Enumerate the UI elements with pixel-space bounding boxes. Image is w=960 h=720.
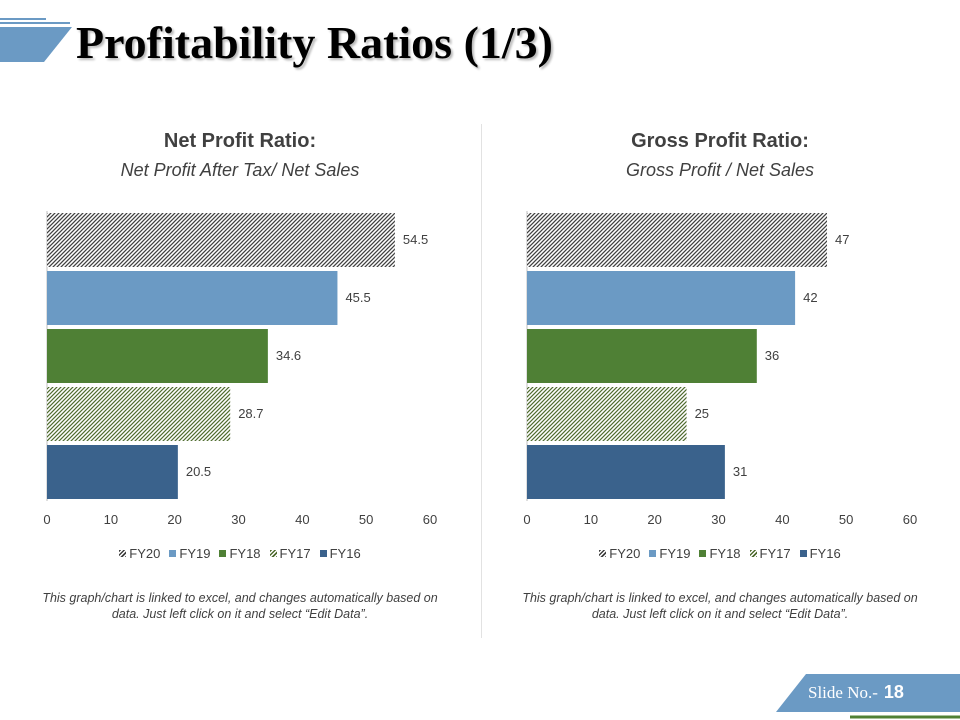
legend-label: FY18 <box>229 546 261 561</box>
x-tick-label: 20 <box>167 512 181 527</box>
legend-swatch <box>319 550 327 557</box>
x-tick-label: 10 <box>584 512 598 527</box>
legend-item-fy20[interactable]: FY20 <box>119 546 160 561</box>
x-tick-label: 20 <box>647 512 661 527</box>
chart-legend: FY20 FY19 FY18 FY17 FY16 <box>20 546 460 561</box>
bar-fy19[interactable] <box>527 271 796 325</box>
bar-fy17[interactable] <box>47 387 231 441</box>
data-label-fy19: 45.5 <box>345 290 370 305</box>
legend-swatch <box>699 550 707 557</box>
bar-fy19[interactable] <box>47 271 338 325</box>
data-label-fy17: 25 <box>695 406 709 421</box>
data-label-fy20: 54.5 <box>403 232 428 247</box>
legend-item-fy19[interactable]: FY19 <box>649 546 690 561</box>
legend-label: FY16 <box>329 546 361 561</box>
legend-swatch <box>219 550 227 557</box>
legend-swatch <box>599 550 607 557</box>
x-tick-label: 0 <box>523 512 530 527</box>
legend-item-fy19[interactable]: FY19 <box>169 546 210 561</box>
x-tick-label: 40 <box>775 512 789 527</box>
data-label-fy16: 20.5 <box>186 464 211 479</box>
x-tick-label: 10 <box>104 512 118 527</box>
legend-swatch <box>169 550 177 557</box>
bar-fy16[interactable] <box>47 445 178 499</box>
legend-label: FY18 <box>709 546 741 561</box>
slide-title: Profitability Ratios (1/3) <box>76 17 553 68</box>
bar-fy20[interactable] <box>527 213 828 267</box>
x-tick-label: 0 <box>43 512 50 527</box>
legend-item-fy17[interactable]: FY17 <box>749 546 791 561</box>
net-profit-chart[interactable]: 54.5 45.5 34.6 28.7 20.5 0 10 20 30 40 50 60 <box>20 196 460 536</box>
panel-divider <box>481 124 482 638</box>
bar-fy16[interactable] <box>527 445 725 499</box>
legend-item-fy20[interactable]: FY20 <box>599 546 640 561</box>
data-label-fy18: 34.6 <box>276 348 301 363</box>
gross-profit-panel: Gross Profit Ratio: Gross Profit / Net S… <box>500 126 940 646</box>
gross-profit-chart[interactable]: 47 42 36 25 31 0 10 20 30 40 50 60 <box>500 196 940 536</box>
legend-label: FY19 <box>179 546 211 561</box>
slide-number-label: Slide No.- <box>808 683 878 702</box>
legend-label: FY20 <box>129 546 161 561</box>
data-label-fy17: 28.7 <box>238 406 263 421</box>
x-tick-label: 30 <box>231 512 245 527</box>
legend-label: FY16 <box>809 546 841 561</box>
x-tick-label: 60 <box>903 512 917 527</box>
bar-fy17[interactable] <box>527 387 687 441</box>
legend-item-fy18[interactable]: FY18 <box>219 546 261 561</box>
legend-swatch <box>749 550 757 557</box>
bar-fy18[interactable] <box>527 329 757 383</box>
x-tick-label: 50 <box>359 512 373 527</box>
bar-fy20[interactable] <box>47 213 395 267</box>
legend-item-fy16[interactable]: FY16 <box>799 546 841 561</box>
legend-item-fy17[interactable]: FY17 <box>269 546 311 561</box>
legend-swatch <box>269 550 277 557</box>
chart-subtitle: Gross Profit / Net Sales <box>625 160 815 180</box>
data-label-fy18: 36 <box>765 348 779 363</box>
title-decoration <box>0 18 72 62</box>
chart-title: Gross Profit Ratio: <box>631 130 809 152</box>
slide-number-value: 18 <box>883 682 904 702</box>
legend-swatch <box>799 550 807 557</box>
legend-label: FY19 <box>659 546 691 561</box>
legend-label: FY17 <box>279 546 311 561</box>
x-tick-label: 40 <box>295 512 309 527</box>
bar-fy18[interactable] <box>47 329 268 383</box>
footer-decoration <box>776 674 960 719</box>
chart-legend: FY20 FY19 FY18 FY17 FY16 <box>500 546 940 561</box>
legend-item-fy18[interactable]: FY18 <box>699 546 741 561</box>
x-tick-label: 30 <box>711 512 725 527</box>
x-tick-label: 60 <box>423 512 437 527</box>
net-profit-panel: Net Profit Ratio: Net Profit After Tax/ … <box>20 126 460 646</box>
chart-title: Net Profit Ratio: <box>163 130 317 152</box>
legend-label: FY17 <box>759 546 791 561</box>
legend-item-fy16[interactable]: FY16 <box>319 546 361 561</box>
legend-label: FY20 <box>609 546 641 561</box>
data-label-fy20: 47 <box>835 232 849 247</box>
slide-number: Slide No.- 18 <box>808 682 904 703</box>
legend-swatch <box>119 550 127 557</box>
chart-note: This graph/chart is linked to excel, and… <box>42 591 438 621</box>
data-label-fy16: 31 <box>733 464 747 479</box>
data-label-fy19: 42 <box>803 290 817 305</box>
chart-subtitle: Net Profit After Tax/ Net Sales <box>120 160 360 180</box>
chart-note: This graph/chart is linked to excel, and… <box>522 591 918 621</box>
x-tick-label: 50 <box>839 512 853 527</box>
legend-swatch <box>649 550 657 557</box>
